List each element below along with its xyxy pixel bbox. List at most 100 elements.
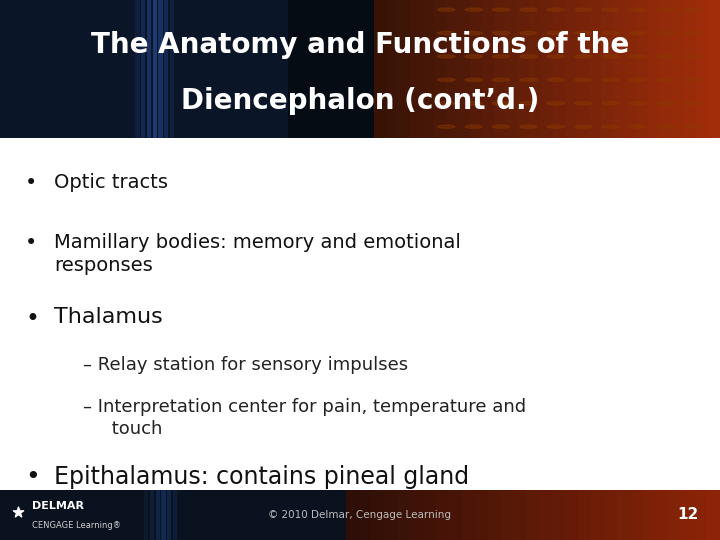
Bar <box>474 490 487 540</box>
Text: Thalamus: Thalamus <box>54 307 163 327</box>
Circle shape <box>520 8 537 11</box>
Circle shape <box>575 78 592 82</box>
Circle shape <box>657 125 674 129</box>
Circle shape <box>547 31 564 35</box>
Bar <box>505 0 518 138</box>
Circle shape <box>629 102 647 105</box>
Circle shape <box>629 31 647 35</box>
Circle shape <box>547 102 564 105</box>
Circle shape <box>438 8 455 11</box>
Bar <box>462 490 474 540</box>
Circle shape <box>629 55 647 58</box>
Bar <box>469 0 482 138</box>
Bar <box>156 490 160 540</box>
Bar <box>387 0 398 138</box>
Bar <box>696 0 708 138</box>
Text: •: • <box>25 173 37 193</box>
Circle shape <box>684 31 701 35</box>
Circle shape <box>602 125 619 129</box>
Bar <box>707 490 720 540</box>
Circle shape <box>520 55 537 58</box>
Bar <box>170 0 174 138</box>
Circle shape <box>629 125 647 129</box>
Circle shape <box>657 102 674 105</box>
Bar <box>359 490 372 540</box>
Bar <box>147 0 151 138</box>
Bar <box>684 0 696 138</box>
Bar <box>539 490 552 540</box>
Bar <box>423 490 436 540</box>
Bar <box>141 0 145 138</box>
Bar <box>600 0 613 138</box>
Circle shape <box>465 31 482 35</box>
Bar <box>135 0 140 138</box>
Circle shape <box>547 55 564 58</box>
Bar <box>161 490 166 540</box>
Circle shape <box>575 55 592 58</box>
Bar <box>398 0 410 138</box>
Text: •: • <box>25 307 39 330</box>
Bar <box>694 490 707 540</box>
Circle shape <box>438 31 455 35</box>
Circle shape <box>602 31 619 35</box>
Circle shape <box>465 78 482 82</box>
Bar <box>173 490 177 540</box>
Circle shape <box>465 102 482 105</box>
Bar <box>384 490 397 540</box>
Circle shape <box>465 55 482 58</box>
Bar <box>565 0 577 138</box>
Bar <box>617 490 629 540</box>
Circle shape <box>492 125 510 129</box>
Bar <box>578 490 591 540</box>
Circle shape <box>575 8 592 11</box>
Circle shape <box>520 31 537 35</box>
Bar <box>526 490 539 540</box>
Bar <box>655 490 668 540</box>
Bar <box>167 490 171 540</box>
Circle shape <box>465 8 482 11</box>
Bar <box>410 490 423 540</box>
Bar <box>374 0 387 138</box>
Bar <box>158 0 163 138</box>
Text: •: • <box>25 465 40 489</box>
Bar <box>672 0 684 138</box>
Text: DELMAR: DELMAR <box>32 501 84 511</box>
Circle shape <box>657 31 674 35</box>
Bar <box>552 490 565 540</box>
Circle shape <box>492 102 510 105</box>
Bar <box>513 490 526 540</box>
Circle shape <box>684 78 701 82</box>
Circle shape <box>492 78 510 82</box>
Circle shape <box>547 78 564 82</box>
Text: Optic tracts: Optic tracts <box>54 173 168 192</box>
Circle shape <box>657 78 674 82</box>
Circle shape <box>684 8 701 11</box>
Bar <box>449 490 462 540</box>
Circle shape <box>520 78 537 82</box>
Circle shape <box>575 125 592 129</box>
Circle shape <box>438 125 455 129</box>
Text: Epithalamus: contains pineal gland: Epithalamus: contains pineal gland <box>54 465 469 489</box>
Bar <box>436 490 449 540</box>
Bar <box>660 0 672 138</box>
Bar <box>518 0 529 138</box>
Bar <box>130 0 134 138</box>
Text: •: • <box>25 233 37 253</box>
Bar <box>410 0 422 138</box>
Bar <box>708 0 720 138</box>
Bar <box>577 0 589 138</box>
Bar <box>150 490 154 540</box>
Text: © 2010 Delmar, Cengage Learning: © 2010 Delmar, Cengage Learning <box>269 510 451 520</box>
Text: – Relay station for sensory impulses: – Relay station for sensory impulses <box>83 356 408 374</box>
Circle shape <box>684 125 701 129</box>
Bar <box>541 0 553 138</box>
Bar <box>649 0 660 138</box>
Text: The Anatomy and Functions of the: The Anatomy and Functions of the <box>91 31 629 59</box>
Bar <box>500 490 513 540</box>
Circle shape <box>492 55 510 58</box>
Bar <box>422 0 434 138</box>
Bar <box>153 0 157 138</box>
Bar <box>529 0 541 138</box>
Bar <box>346 490 359 540</box>
Circle shape <box>684 102 701 105</box>
